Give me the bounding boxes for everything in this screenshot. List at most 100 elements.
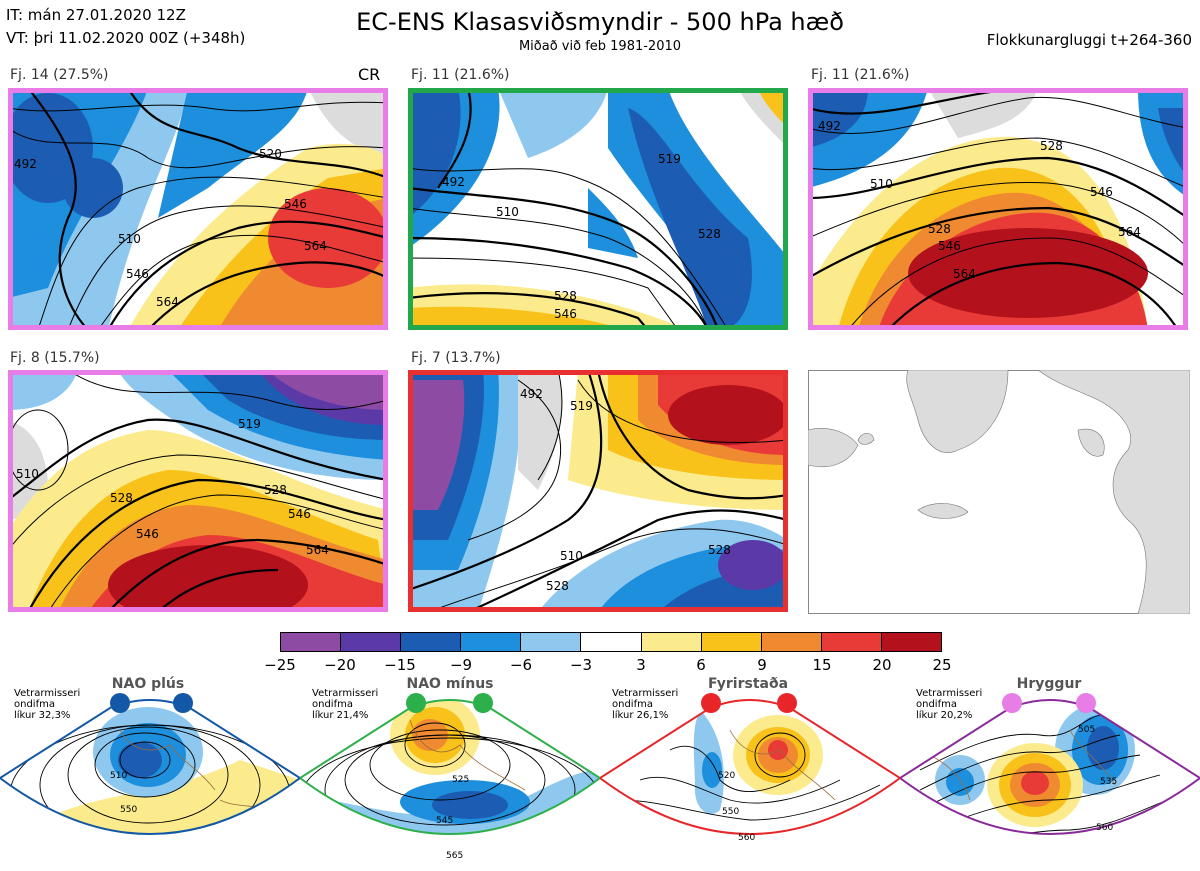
- regime-name-nao-minus: NAO mínus: [406, 676, 494, 692]
- contour-label: 510: [118, 232, 141, 246]
- cluster-map-3: 492 510 528 528 546 546 564 564: [808, 88, 1188, 330]
- color-scale-cell: [881, 633, 942, 651]
- scale-tick: 3: [636, 656, 646, 674]
- contour-label: 564: [1118, 225, 1141, 239]
- contour-label: 528: [110, 491, 133, 505]
- color-scale-cell: [821, 633, 882, 651]
- scale-tick: −15: [384, 656, 416, 674]
- color-scale-bar: [280, 632, 942, 652]
- regime-contour-label: 545: [436, 816, 453, 826]
- init-time: IT: mán 27.01.2020 12Z: [6, 6, 186, 24]
- scale-tick: −20: [324, 656, 356, 674]
- contour-label: 510: [496, 205, 519, 219]
- panel-1-tag: CR: [358, 65, 381, 84]
- panel-2-label: Fj. 11 (21.6%): [411, 67, 510, 83]
- color-scale-cell: [521, 633, 582, 651]
- contour-label: 510: [870, 177, 893, 191]
- contour-label: 519: [658, 152, 681, 166]
- panel-4-label: Fj. 8 (15.7%): [10, 350, 100, 366]
- contour-label: 519: [238, 417, 261, 431]
- contour-label: 528: [554, 289, 577, 303]
- scale-tick: 20: [872, 656, 892, 674]
- contour-label: 564: [304, 239, 327, 253]
- color-scale-cell: [401, 633, 462, 651]
- contour-label: 546: [284, 197, 307, 211]
- color-scale-cell: [761, 633, 822, 651]
- scale-tick: −25: [264, 656, 296, 674]
- regime-dot: [110, 693, 130, 713]
- regime-note-nao-plus: Vetrarmisseri ondifma líkur 32,3%: [14, 688, 81, 721]
- contour-label: 564: [953, 267, 976, 281]
- regime-contour-label: 505: [1078, 725, 1095, 735]
- regime-contour-label: 510: [110, 771, 127, 781]
- regime-contour-label: 550: [120, 805, 137, 815]
- regime-map-ridge: 505 535 560: [900, 699, 1200, 835]
- contour-label: 520: [259, 147, 282, 161]
- regime-note-ridge: Vetrarmisseri ondifma líkur 20,2%: [916, 688, 983, 721]
- color-scale-cell: [461, 633, 522, 651]
- scale-tick: 25: [932, 656, 952, 674]
- contour-label: 564: [306, 543, 329, 557]
- contour-label: 510: [560, 549, 583, 563]
- contour-label: 546: [136, 527, 159, 541]
- contour-label: 510: [16, 467, 39, 481]
- contour-label: 528: [546, 579, 569, 593]
- contour-label: 492: [520, 387, 543, 401]
- regime-note-blocking: Vetrarmisseri ondifma líkur 26,1%: [612, 688, 679, 721]
- color-scale-cell: [281, 633, 342, 651]
- cluster-map-5: 492 510 519 528 528: [408, 370, 788, 612]
- regime-contour-label: 535: [1100, 777, 1117, 787]
- panel-5-label: Fj. 7 (13.7%): [411, 350, 501, 366]
- contour-label: 492: [14, 157, 37, 171]
- regime-contour-label: 550: [722, 807, 739, 817]
- scale-tick: −3: [569, 656, 593, 674]
- valid-time: VT: þri 11.02.2020 00Z (+348h): [6, 29, 246, 47]
- contour-label: 546: [288, 507, 311, 521]
- contour-label: 546: [1090, 185, 1113, 199]
- contour-label: 528: [698, 227, 721, 241]
- contour-label: 492: [442, 175, 465, 189]
- scale-tick: −6: [509, 656, 533, 674]
- regime-contour-label: 560: [738, 833, 755, 843]
- panel-1-label: Fj. 14 (27.5%): [10, 67, 109, 83]
- color-scale-cell: [581, 633, 642, 651]
- regime-note-nao-minus: Vetrarmisseri ondifma líkur 21,4%: [312, 688, 379, 721]
- regime-map-blocking: 520 550 560: [600, 699, 900, 843]
- color-scale-cell: [341, 633, 402, 651]
- regime-contour-label: 560: [1096, 823, 1113, 833]
- contour-label: 528: [708, 543, 731, 557]
- regime-dot: [777, 693, 797, 713]
- contour-label: 528: [264, 483, 287, 497]
- regime-dot: [473, 693, 493, 713]
- scale-tick: 15: [812, 656, 832, 674]
- regime-dot: [173, 693, 193, 713]
- empty-basemap: [808, 370, 1190, 614]
- panel-3-label: Fj. 11 (21.6%): [811, 67, 910, 83]
- regime-dot: [406, 693, 426, 713]
- regime-name-nao-plus: NAO plús: [111, 676, 185, 692]
- regime-map-nao-minus: 525 545 565: [300, 699, 600, 861]
- contour-label: 546: [126, 267, 149, 281]
- regime-contour-label: 565: [446, 851, 463, 861]
- regime-name-blocking: Fyrirstaða: [707, 676, 789, 692]
- regime-dot: [1076, 693, 1096, 713]
- regime-contour-label: 520: [718, 771, 735, 781]
- contour-label: 519: [570, 399, 593, 413]
- scale-tick: 9: [757, 656, 767, 674]
- regime-dot: [1002, 693, 1022, 713]
- cluster-map-1: 520 546 564 564 546 492 510: [8, 88, 388, 330]
- color-scale-cell: [641, 633, 702, 651]
- regime-dot: [701, 693, 721, 713]
- contour-label: 546: [938, 239, 961, 253]
- page-subtitle: Miðað við feb 1981-2010: [518, 39, 682, 54]
- contour-label: 492: [818, 119, 841, 133]
- page-title: EC-ENS Klasasviðsmyndir - 500 hPa hæð: [356, 8, 844, 36]
- scale-tick: 6: [696, 656, 706, 674]
- color-scale-cell: [701, 633, 762, 651]
- regime-contour-label: 525: [452, 775, 469, 785]
- cluster-map-2: 492 510 519 528 528 546: [408, 88, 788, 330]
- regime-name-ridge: Hryggur: [1016, 676, 1082, 692]
- contour-label: 564: [156, 295, 179, 309]
- contour-label: 546: [554, 307, 577, 321]
- contour-label: 528: [1040, 139, 1063, 153]
